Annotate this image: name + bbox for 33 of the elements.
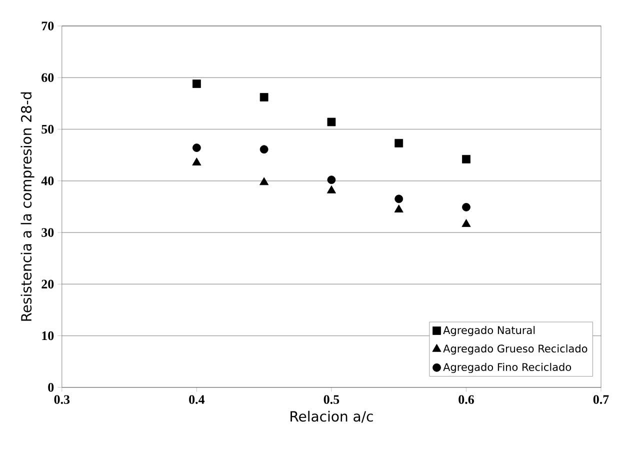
point [192, 143, 201, 152]
point [327, 176, 336, 184]
y-tick-label: 60 [42, 73, 54, 82]
point [394, 138, 404, 148]
x-tick-label: 0.4 [189, 395, 205, 404]
y-axis-title: Resistencia a la compresion 28-d [20, 92, 34, 321]
x-tick-label: 0.7 [593, 395, 609, 404]
point [327, 118, 336, 126]
point [192, 157, 202, 166]
x-axis-title: Relacion a/c [290, 410, 373, 423]
y-tick-label: 50 [42, 124, 54, 134]
point [462, 154, 470, 164]
point [192, 79, 201, 88]
y-tick-label: 20 [42, 280, 54, 288]
legend-label: Agregado Grueso Reciclado [443, 344, 588, 354]
point [394, 194, 404, 203]
point [260, 145, 268, 154]
point [260, 92, 268, 102]
x-tick-label: 0.3 [54, 395, 70, 404]
y-tick-label: 30 [42, 228, 54, 237]
x-tick-label: 0.6 [458, 395, 474, 404]
point [260, 177, 269, 185]
x-tick-label: 0.5 [324, 395, 340, 404]
y-tick-label: 70 [42, 21, 54, 30]
y-tick-label: 0 [48, 382, 54, 392]
point [394, 204, 404, 212]
point [462, 218, 471, 227]
point [326, 185, 336, 194]
legend-label: Agregado Natural [443, 326, 535, 336]
y-tick-label: 10 [42, 331, 54, 340]
point [462, 202, 470, 212]
y-tick-label: 40 [41, 176, 54, 186]
legend-label: Agregado Fino Reciclado [443, 362, 572, 373]
